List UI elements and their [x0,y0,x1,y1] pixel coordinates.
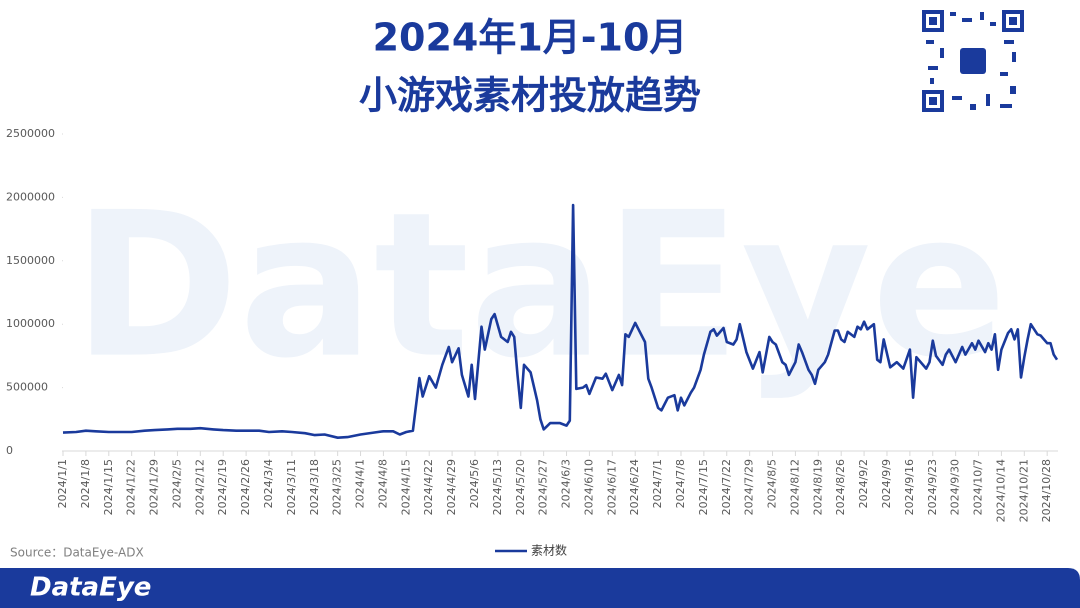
y-tick-label: 1500000 [6,254,55,267]
x-tick-label: 2024/3/18 [308,459,321,515]
chart-title: 2024年1月-10月 [373,16,688,60]
x-tick-label: 2024/4/8 [376,459,389,508]
x-tick-label: 2024/1/1 [56,459,69,508]
x-tick-label: 2024/5/20 [514,459,527,515]
x-tick-label: 2024/5/13 [491,459,504,515]
x-tick-label: 2024/8/5 [766,459,779,508]
y-tick-label: 0 [6,444,13,457]
x-tick-label: 2024/3/11 [285,459,298,515]
x-tick-label: 2024/6/17 [605,459,618,515]
x-tick-label: 2024/1/15 [102,459,115,515]
x-tick-label: 2024/9/16 [903,459,916,515]
x-tick-label: 2024/5/27 [537,459,550,515]
x-tick-label: 2024/9/9 [880,459,893,508]
x-tick-label: 2024/10/28 [1040,459,1053,522]
x-tick-label: 2024/7/1 [651,459,664,508]
y-tick-label: 500000 [6,381,48,394]
x-tick-label: 2024/6/3 [560,459,573,508]
qr-code [920,8,1026,114]
source: Source：DataEye-ADX [10,546,144,560]
x-tick-label: 2024/3/25 [331,459,344,515]
x-tick-label: 2024/10/14 [994,459,1007,522]
x-tick-label: 2024/6/24 [628,459,641,515]
series-line [62,203,1059,439]
y-tick-label: 2000000 [6,190,55,203]
x-tick-label: 2024/8/26 [834,459,847,515]
x-tick-label: 2024/4/15 [399,459,412,515]
x-tick-label: 2024/2/5 [170,459,183,508]
x-tick-label: 2024/2/12 [193,459,206,515]
x-tick-label: 2024/4/1 [354,459,367,508]
x-tick-label: 2024/7/22 [720,459,733,515]
footer-bar [0,568,1080,608]
x-tick-label: 2024/7/15 [697,459,710,515]
x-tick-label: 2024/6/10 [582,459,595,515]
x-tick-label: 2024/4/29 [445,459,458,515]
x-tick-label: 2024/5/6 [468,459,481,508]
x-tick-label: 2024/10/7 [972,459,985,515]
x-tick-label: 2024/9/30 [949,459,962,515]
x-tick-label: 2024/8/19 [811,459,824,515]
logo: DataEye [30,573,151,603]
x-tick-label: 2024/8/12 [788,459,801,515]
x-tick-label: 2024/7/29 [743,459,756,515]
x-tick-label: 2024/7/8 [674,459,687,508]
y-tick-label: 2500000 [6,127,55,140]
x-tick-label: 2024/10/21 [1017,459,1030,522]
chart-title: 小游戏素材投放趋势 [359,74,701,118]
x-tick-label: 2024/2/19 [216,459,229,515]
x-tick-label: 2024/9/2 [857,459,870,508]
x-tick-label: 2024/1/22 [125,459,138,515]
x-tick-label: 2024/9/23 [926,459,939,515]
x-tick-label: 2024/2/26 [239,459,252,515]
x-tick-label: 2024/1/8 [79,459,92,508]
x-tick-label: 2024/3/4 [262,459,275,508]
watermark: DataEye [73,170,1007,403]
x-tick-label: 2024/4/22 [422,459,435,515]
x-tick-label: 2024/1/29 [148,459,161,515]
legend-label: 素材数 [531,543,567,558]
y-tick-label: 1000000 [6,317,55,330]
